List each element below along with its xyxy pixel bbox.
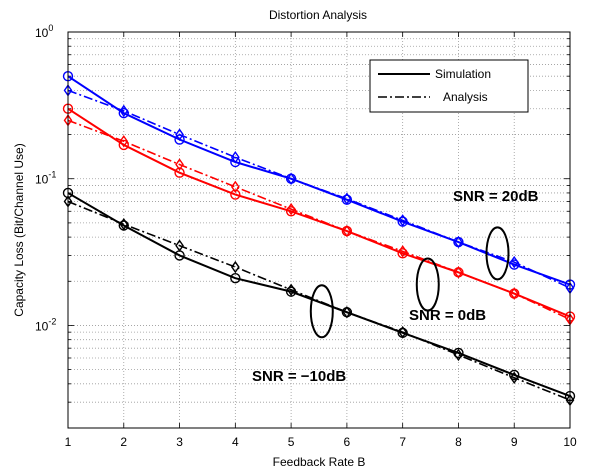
legend: Simulation Analysis <box>369 59 529 113</box>
series-4-point <box>509 369 520 381</box>
series-3-point <box>286 202 296 216</box>
series-5-point <box>119 217 129 231</box>
series-3-point <box>342 224 352 238</box>
series-3-point <box>398 245 408 258</box>
series-5-point <box>342 306 352 319</box>
x-tick-labels: 1 2 3 4 5 6 7 8 9 10 <box>65 435 577 449</box>
x-tick-label: 5 <box>288 435 295 449</box>
data-layer <box>62 70 576 407</box>
y-axis-title: Capacity Loss (Bit/Channel Use) <box>12 143 26 316</box>
x-tick-label: 9 <box>511 435 518 449</box>
plot-frame <box>67 31 571 429</box>
series-4-point <box>230 272 241 284</box>
annotation-snr-minus10db: SNR = −10dB <box>252 368 346 385</box>
series-3-point <box>509 287 519 300</box>
x-tick-label: 6 <box>344 435 351 449</box>
series-3-point <box>454 266 463 279</box>
series-1-point <box>119 104 129 118</box>
series-5-point <box>175 239 184 252</box>
snr-ellipses <box>309 226 510 339</box>
x-tick-label: 8 <box>455 435 462 449</box>
y-tick-label: 100 <box>35 23 53 40</box>
annotation-snr-20db: SNR = 20dB <box>453 188 539 205</box>
x-tick-label: 1 <box>65 435 72 449</box>
y-tick-labels: 100 10-1 10-2 <box>35 23 56 333</box>
series-5-point <box>509 371 519 384</box>
snr-ellipse-2 <box>309 284 334 339</box>
series-5-point <box>454 348 463 362</box>
series-line-4 <box>67 192 571 398</box>
y-tick-label: 10-1 <box>35 170 56 187</box>
series-3-point <box>175 158 184 171</box>
series-5-point <box>230 260 240 274</box>
series-1-point <box>454 235 463 249</box>
legend-label-simulation: Simulation <box>435 67 491 81</box>
x-axis-title: Feedback Rate B <box>273 455 366 469</box>
x-tick-label: 3 <box>176 435 183 449</box>
series-1-point <box>509 255 519 269</box>
snr-ellipse-1 <box>415 257 440 312</box>
series-1-point <box>342 192 352 205</box>
series-2-point <box>230 189 241 200</box>
legend-box <box>369 59 529 113</box>
legend-label-analysis: Analysis <box>443 90 488 104</box>
series-1-point <box>286 172 296 185</box>
series-line-5 <box>67 200 571 401</box>
annotation-snr-0db: SNR = 0dB <box>409 307 486 324</box>
series-5-point <box>398 325 408 339</box>
chart-title: Distortion Analysis <box>269 8 367 22</box>
x-tick-label: 2 <box>120 435 127 449</box>
series-line-3 <box>67 119 571 321</box>
snr-ellipse-0 <box>485 226 510 281</box>
series-2-point <box>174 167 185 178</box>
series-1-point <box>230 151 240 164</box>
x-tick-label: 7 <box>399 435 406 449</box>
series-1-point <box>175 128 184 141</box>
series-5-point <box>286 283 296 297</box>
y-tick-label: 10-2 <box>35 316 56 333</box>
series-2-point <box>118 139 129 151</box>
x-tick-label: 10 <box>563 435 577 449</box>
series-0-point <box>230 156 241 168</box>
series-1-point <box>398 214 408 227</box>
series-3-point <box>119 135 129 148</box>
series-3-point <box>230 180 240 194</box>
x-tick-label: 4 <box>232 435 239 449</box>
